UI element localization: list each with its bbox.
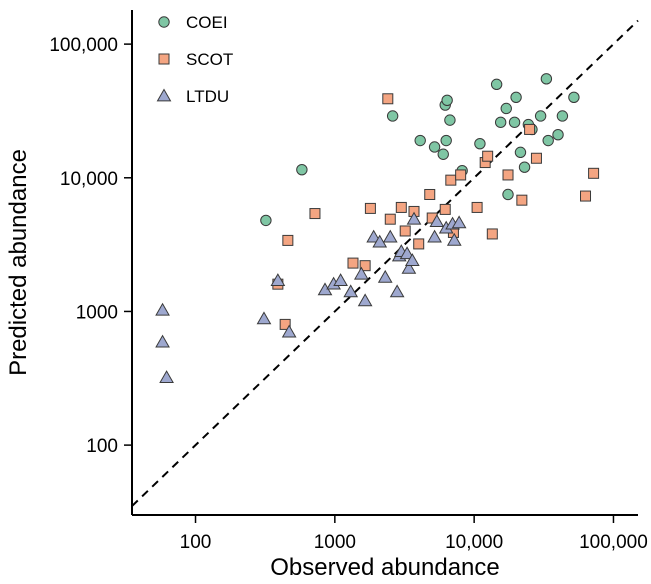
axes-group bbox=[131, 10, 638, 516]
ltdu-point bbox=[404, 253, 420, 267]
ltdu-point bbox=[366, 229, 382, 243]
coei-point bbox=[386, 110, 399, 122]
y-tick-label: 100 bbox=[86, 436, 118, 457]
y-tick-label: 100,000 bbox=[49, 35, 118, 56]
coei-point bbox=[556, 110, 569, 122]
scot-point bbox=[347, 257, 359, 269]
coei-point bbox=[534, 110, 547, 122]
scot-point bbox=[516, 194, 528, 206]
ltdu-point bbox=[401, 260, 417, 274]
ltdu-point bbox=[427, 229, 442, 243]
coei-point bbox=[494, 116, 507, 129]
ltdu-point bbox=[155, 334, 170, 348]
scot-point bbox=[382, 93, 394, 105]
ltdu-point bbox=[451, 215, 467, 229]
ltdu-point bbox=[429, 214, 445, 227]
scot-point bbox=[439, 203, 451, 215]
coei-point bbox=[510, 91, 522, 104]
scot-point bbox=[524, 123, 536, 135]
ltdu-point bbox=[155, 302, 170, 316]
scot-legend-marker bbox=[158, 53, 170, 65]
scot-point bbox=[309, 208, 321, 220]
ltdu-point bbox=[343, 284, 359, 298]
scot-point bbox=[364, 202, 376, 214]
coei-point bbox=[296, 163, 308, 176]
scot-point bbox=[359, 260, 371, 272]
ltdu-point bbox=[446, 232, 462, 246]
x-tick-label: 100,000 bbox=[579, 532, 648, 553]
ltdu-point bbox=[357, 293, 373, 307]
scot-point bbox=[395, 201, 407, 213]
scot-point bbox=[384, 213, 396, 225]
scot-point bbox=[424, 188, 436, 200]
ltdu-point bbox=[256, 311, 272, 325]
ltdu-point bbox=[270, 273, 286, 287]
coei-point bbox=[500, 102, 512, 115]
legend: COEI SCOT LTDU bbox=[156, 13, 233, 106]
reference-line-1to1 bbox=[131, 19, 639, 507]
reference-line-group bbox=[131, 19, 639, 507]
x-axis-title: Observed abundance bbox=[270, 554, 500, 579]
coei-point bbox=[508, 116, 521, 129]
y-axis-title: Predicted abundance bbox=[5, 149, 32, 376]
x-tick-label: 10,000 bbox=[445, 532, 503, 553]
coei-point bbox=[260, 214, 272, 227]
scot-point bbox=[580, 190, 592, 202]
coei-point bbox=[440, 134, 452, 147]
coei-point bbox=[414, 134, 426, 147]
ltdu-point bbox=[281, 324, 297, 338]
ltdu-point bbox=[389, 284, 405, 298]
coei-point bbox=[428, 141, 441, 153]
scot-point bbox=[588, 167, 600, 179]
coei-legend-label: COEI bbox=[186, 13, 228, 32]
data-points-group bbox=[155, 73, 600, 383]
ltdu-legend-label: LTDU bbox=[186, 87, 229, 106]
scot-point bbox=[399, 225, 411, 237]
coei-point bbox=[518, 161, 531, 173]
coei-point bbox=[502, 188, 514, 201]
ltdu-point bbox=[406, 211, 422, 225]
coei-point bbox=[514, 146, 527, 159]
coei-point bbox=[540, 73, 553, 85]
scot-point bbox=[502, 169, 514, 181]
coei-point bbox=[490, 78, 503, 91]
coei-point bbox=[437, 148, 449, 160]
coei-point bbox=[568, 91, 580, 104]
ltdu-point bbox=[159, 370, 174, 383]
scot-point bbox=[455, 169, 467, 181]
ltdu-point bbox=[399, 246, 415, 260]
ltdu-point bbox=[377, 269, 393, 283]
coei-point bbox=[474, 137, 486, 150]
coei-point bbox=[552, 129, 564, 141]
ltdu-point bbox=[333, 273, 348, 287]
x-tick-label: 1000 bbox=[314, 532, 356, 553]
ltdu-legend-marker bbox=[156, 88, 172, 102]
scot-point bbox=[471, 201, 483, 213]
ltdu-point bbox=[372, 234, 388, 248]
coei-point bbox=[444, 114, 456, 126]
y-tick-label: 1000 bbox=[76, 302, 118, 323]
scot-point bbox=[486, 228, 498, 240]
scot-point bbox=[445, 174, 457, 186]
scot-point bbox=[282, 234, 294, 246]
ticks-group: 100 1000 10,000 100,000 100 1000 10,000 100,000 bbox=[49, 35, 647, 553]
scot-point bbox=[482, 150, 494, 162]
y-tick-label: 10,000 bbox=[60, 169, 118, 190]
coei-point bbox=[441, 94, 453, 106]
scot-legend-label: SCOT bbox=[186, 50, 233, 69]
x-tick-label: 100 bbox=[180, 532, 212, 553]
scot-point bbox=[279, 318, 291, 330]
ltdu-point bbox=[353, 266, 369, 280]
coei-point bbox=[542, 134, 554, 147]
ltdu-point bbox=[382, 229, 398, 243]
coei-legend-marker bbox=[158, 16, 170, 28]
scot-point bbox=[413, 238, 425, 250]
scot-point bbox=[530, 152, 542, 164]
